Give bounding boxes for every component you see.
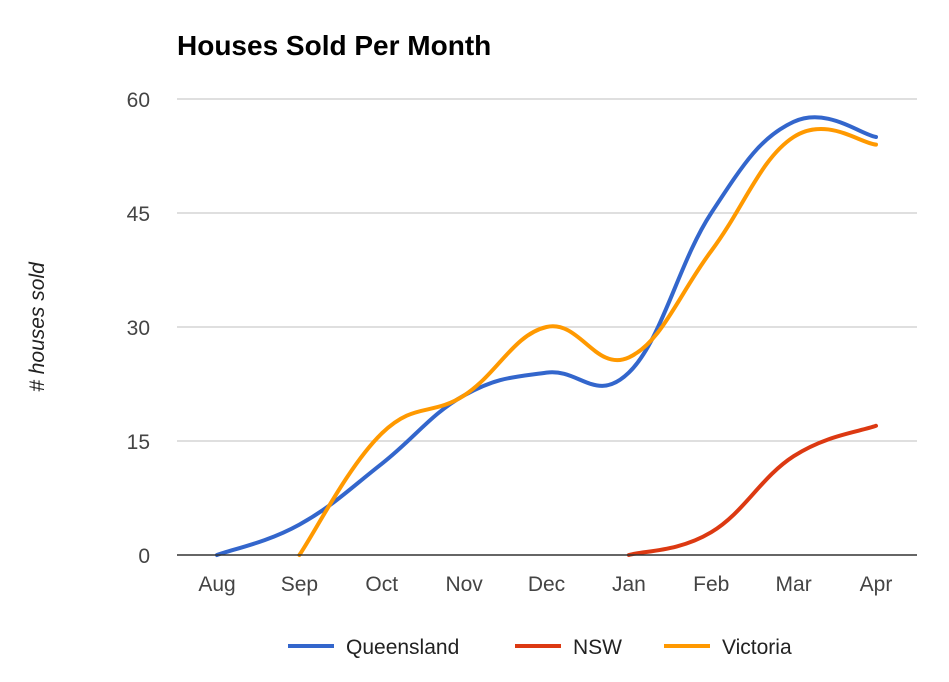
x-axis-ticks: Aug Sep Oct Nov Dec Jan Feb Mar Apr <box>198 573 892 596</box>
gridlines <box>177 98 917 442</box>
legend-item-queensland: Queensland <box>288 636 459 659</box>
x-tick-label: Dec <box>528 573 565 596</box>
series-lines <box>215 115 878 557</box>
y-tick-label: 0 <box>138 545 150 568</box>
x-tick-label: Feb <box>693 573 729 596</box>
series-line-nsw <box>626 423 878 557</box>
x-tick-label: Apr <box>860 573 893 596</box>
x-tick-label: Oct <box>365 573 398 596</box>
legend-label-nsw: NSW <box>573 636 622 659</box>
chart-title: Houses Sold Per Month <box>177 30 491 61</box>
x-tick-label: Sep <box>281 573 318 596</box>
y-axis-ticks: 0 15 30 45 60 <box>127 89 150 568</box>
y-tick-label: 30 <box>127 317 150 340</box>
legend-item-victoria: Victoria <box>664 636 792 659</box>
legend-item-nsw: NSW <box>515 636 622 659</box>
y-tick-label: 60 <box>127 89 150 112</box>
series-line-queensland <box>215 115 878 557</box>
y-axis-title: # houses sold <box>26 261 49 392</box>
x-tick-label: Nov <box>445 573 483 596</box>
legend-label-queensland: Queensland <box>346 636 459 659</box>
y-tick-label: 45 <box>127 203 150 226</box>
x-tick-label: Aug <box>198 573 235 596</box>
x-tick-label: Mar <box>776 573 812 596</box>
x-tick-label: Jan <box>612 573 646 596</box>
y-tick-label: 15 <box>127 431 150 454</box>
series-line-victoria <box>297 126 878 557</box>
legend: Queensland NSW Victoria <box>288 636 792 659</box>
legend-label-victoria: Victoria <box>722 636 792 659</box>
